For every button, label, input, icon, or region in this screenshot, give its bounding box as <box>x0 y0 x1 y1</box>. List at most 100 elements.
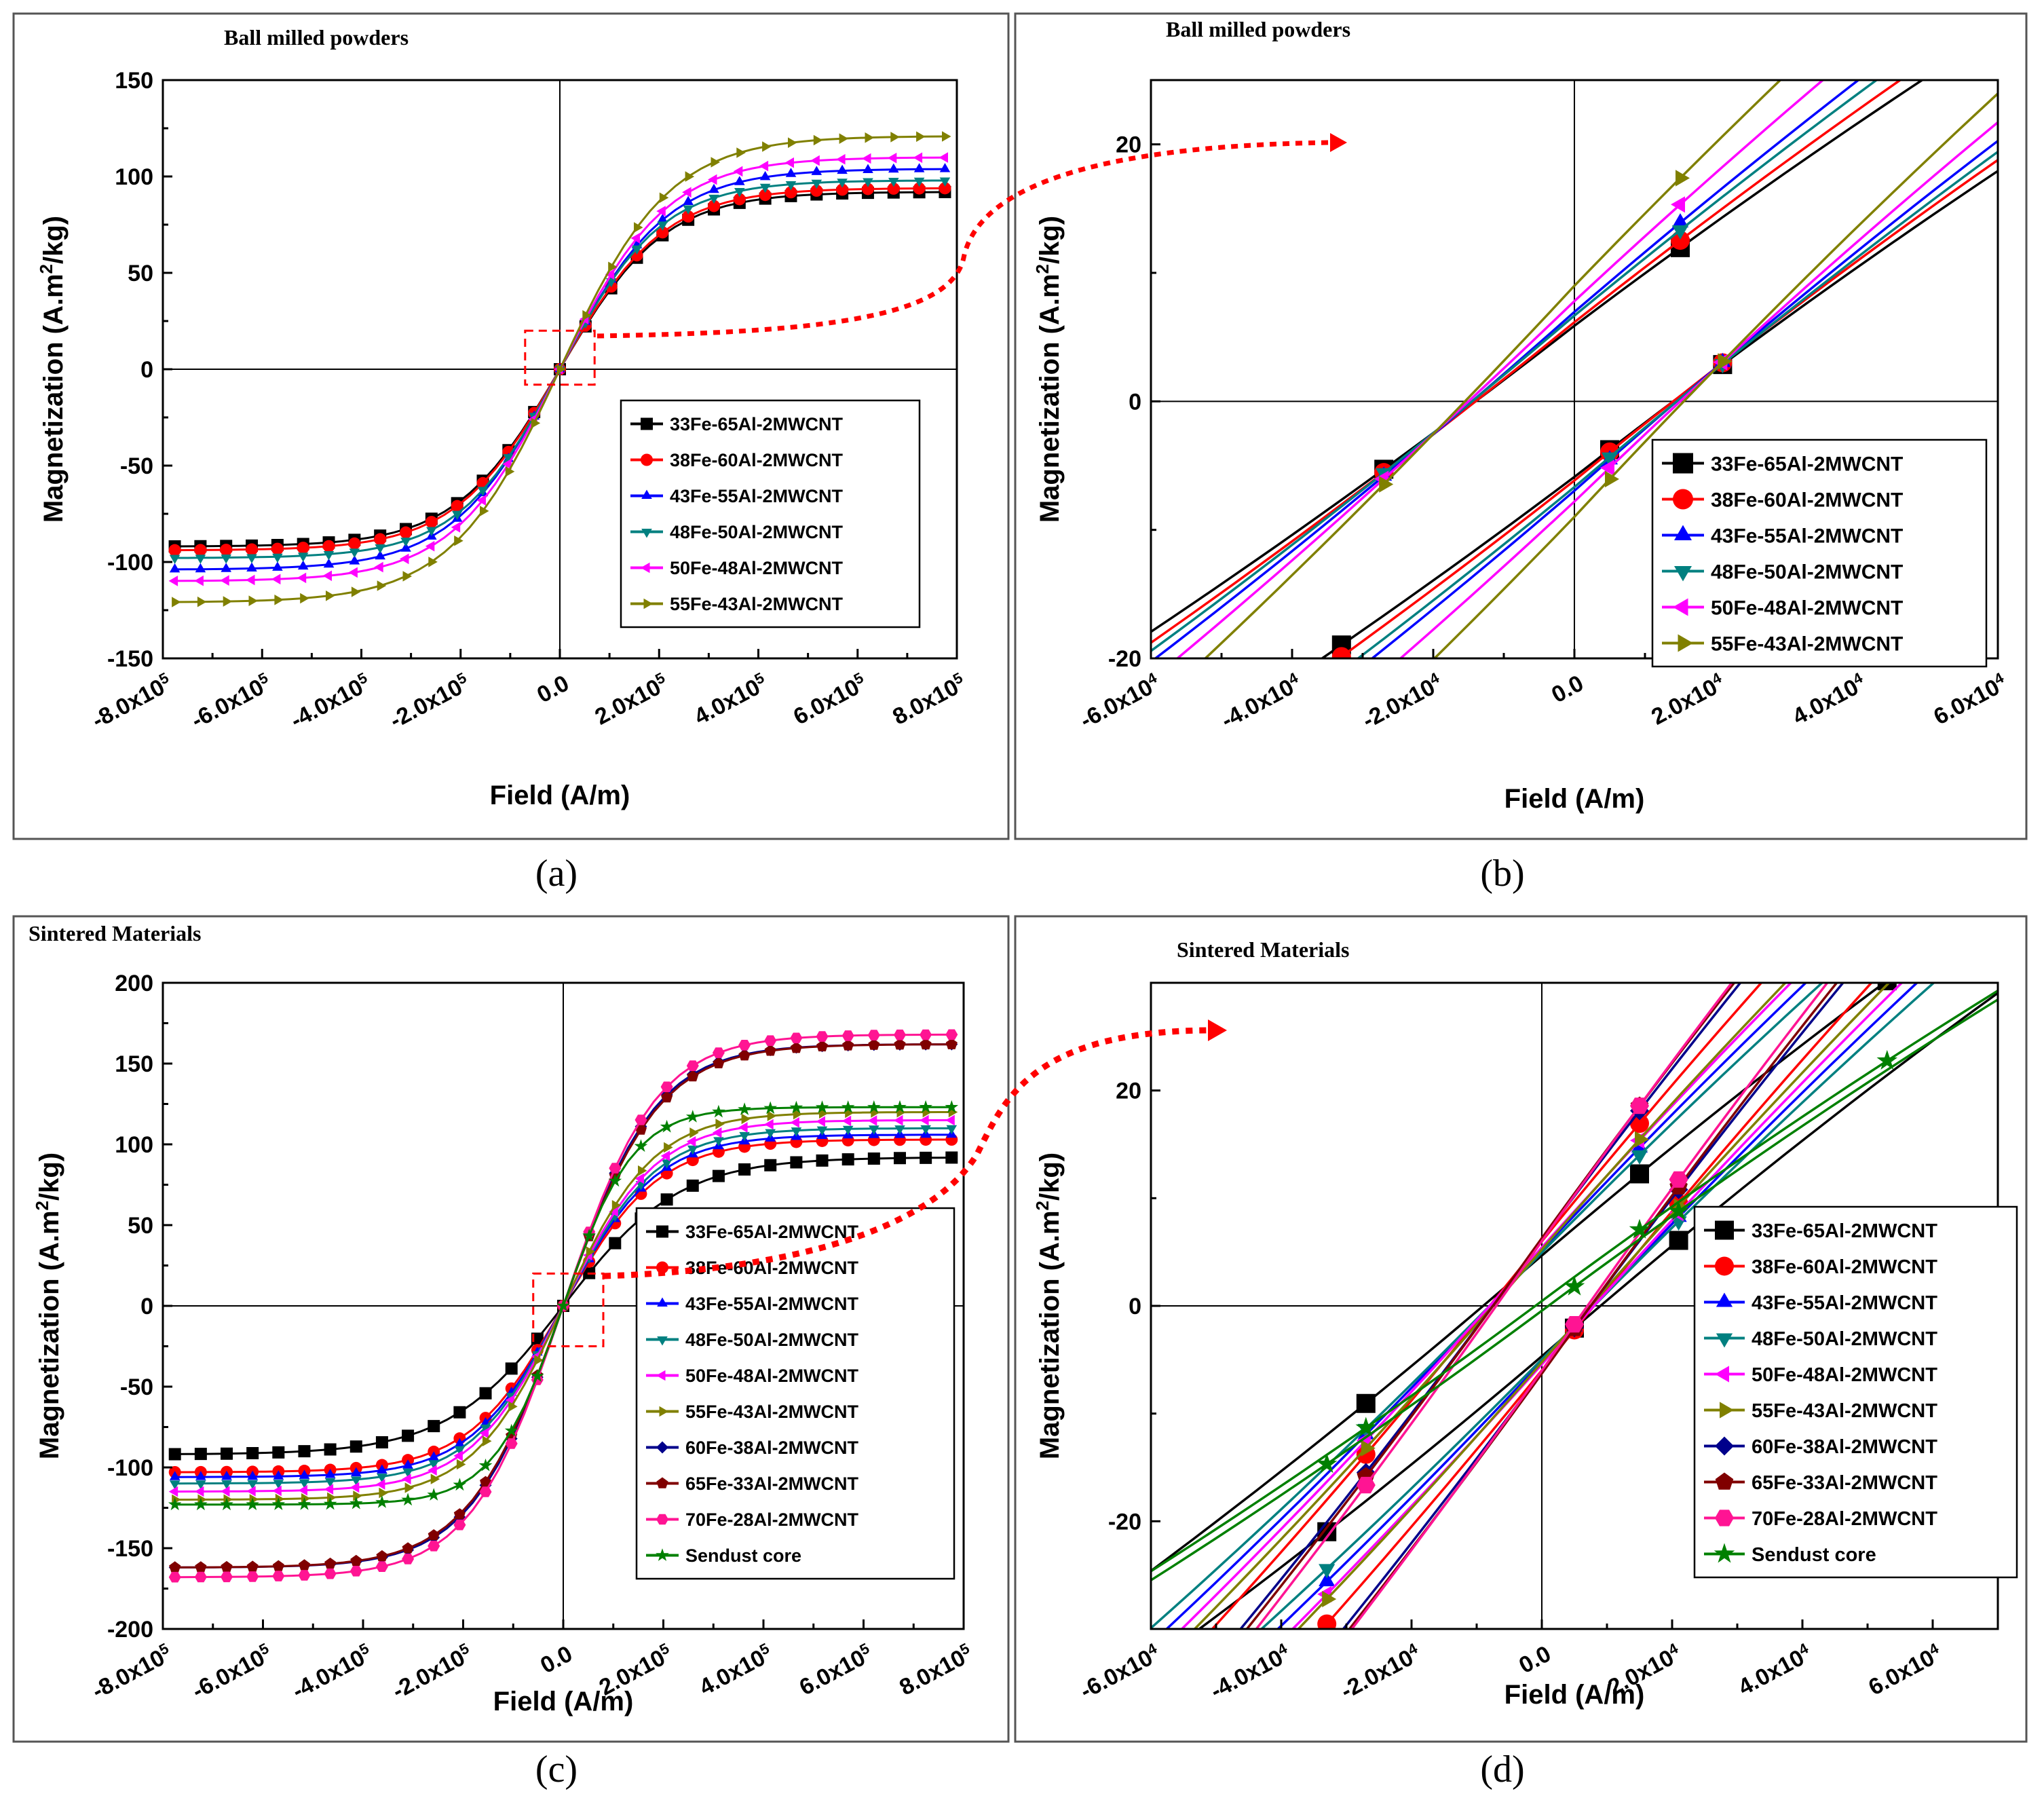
data-point <box>634 1139 648 1152</box>
data-point <box>351 1476 362 1486</box>
y-tick-label: 50 <box>128 1213 153 1239</box>
data-point <box>888 178 899 187</box>
data-point <box>221 1470 232 1480</box>
upper-branch-line <box>1151 983 1887 1572</box>
data-point <box>195 1471 206 1480</box>
data-point <box>759 170 771 181</box>
data-point <box>272 1485 282 1497</box>
x-tick-label: -6.0x104 <box>1075 669 1165 734</box>
data-point <box>1878 796 1897 815</box>
y-tick-label: -150 <box>107 646 153 672</box>
legend-marker <box>656 1514 668 1525</box>
legend-marker <box>1715 1509 1734 1526</box>
legend-label: 48Fe-50Al-2MWCNT <box>685 1330 859 1350</box>
legend-label: 48Fe-50Al-2MWCNT <box>670 522 844 542</box>
data-point <box>685 1110 700 1123</box>
data-point <box>1676 170 1690 187</box>
data-point <box>246 554 257 563</box>
data-point <box>272 561 283 571</box>
data-point <box>428 1529 440 1541</box>
data-point <box>300 593 309 604</box>
data-point <box>454 1446 466 1456</box>
data-point <box>837 164 848 174</box>
data-point <box>505 1438 518 1449</box>
legend-label: 55Fe-43Al-2MWCNT <box>1711 633 1903 655</box>
legend-item: 38Fe-60Al-2MWCNT <box>1662 489 1903 511</box>
data-point <box>503 454 514 464</box>
data-point <box>686 1179 699 1192</box>
data-point <box>839 133 849 144</box>
data-point <box>664 1142 673 1153</box>
data-point <box>272 1560 284 1571</box>
data-point <box>707 200 720 212</box>
data-point <box>1317 1640 1336 1659</box>
data-point <box>272 1446 285 1459</box>
data-point <box>451 522 461 533</box>
data-point <box>322 570 332 582</box>
data-point <box>349 1482 360 1493</box>
data-point <box>247 1480 258 1490</box>
data-point <box>1331 647 1351 658</box>
legend-label: 50Fe-48Al-2MWCNT <box>685 1366 859 1386</box>
legend-item: Sendust core <box>1704 1543 1876 1566</box>
legend-item: 48Fe-50Al-2MWCNT <box>1704 1328 1937 1350</box>
data-point <box>946 1125 958 1135</box>
legend-item: 60Fe-38Al-2MWCNT <box>1704 1436 1937 1458</box>
data-point <box>476 495 486 506</box>
y-axis-title: Magnetization (A.m2/kg) <box>1032 1152 1065 1459</box>
y-tick-label: 0 <box>1129 1294 1141 1319</box>
data-point <box>375 1436 388 1448</box>
x-axis-title: Field (A/m) <box>490 781 630 810</box>
legend-item: 50Fe-48Al-2MWCNT <box>630 558 844 578</box>
data-point <box>324 1557 337 1569</box>
data-point <box>738 1040 751 1051</box>
legend-item: 50Fe-48Al-2MWCNT <box>1704 1364 1937 1386</box>
data-point <box>712 1127 722 1138</box>
upper-branch-line <box>1193 983 1787 1629</box>
data-point <box>374 561 383 573</box>
data-point <box>888 163 899 173</box>
data-point <box>324 1568 337 1579</box>
data-point <box>1333 673 1350 688</box>
data-point <box>683 195 694 205</box>
data-point <box>712 1169 725 1182</box>
data-point <box>1332 701 1346 717</box>
data-point <box>478 1458 493 1471</box>
legend-marker <box>1715 1472 1734 1490</box>
legend-marker <box>1715 1366 1729 1383</box>
data-point <box>656 206 666 217</box>
legend-item: 55Fe-43Al-2MWCNT <box>1704 1400 1937 1422</box>
y-tick-label: 150 <box>115 1051 153 1077</box>
data-point <box>454 1438 466 1448</box>
data-point <box>635 1173 644 1184</box>
data-point <box>221 1480 232 1490</box>
legend-marker <box>641 562 650 574</box>
data-point <box>374 533 387 546</box>
data-point <box>764 1119 774 1130</box>
data-point <box>638 1165 647 1176</box>
legend-marker <box>1673 598 1688 616</box>
data-point <box>451 510 463 521</box>
data-point <box>790 1117 799 1128</box>
legend-item: 65Fe-33Al-2MWCNT <box>1704 1472 1937 1494</box>
legend-marker <box>656 1370 666 1381</box>
data-point <box>456 1459 466 1470</box>
data-point <box>298 1445 311 1458</box>
data-point <box>271 574 281 585</box>
data-point <box>168 1486 178 1497</box>
data-point <box>733 166 743 177</box>
data-point <box>1882 871 1897 887</box>
data-point <box>1356 1393 1376 1413</box>
legend-box <box>1651 438 1988 668</box>
data-point <box>682 187 692 198</box>
data-point <box>505 1395 515 1406</box>
data-point <box>556 364 566 375</box>
data-point <box>939 182 951 195</box>
panel-frame <box>1014 12 2028 840</box>
data-point <box>453 1508 466 1520</box>
panel-title: Ball milled powders <box>1166 17 1350 41</box>
data-point <box>402 1429 415 1442</box>
data-point <box>197 596 207 607</box>
data-point <box>1356 1476 1376 1494</box>
